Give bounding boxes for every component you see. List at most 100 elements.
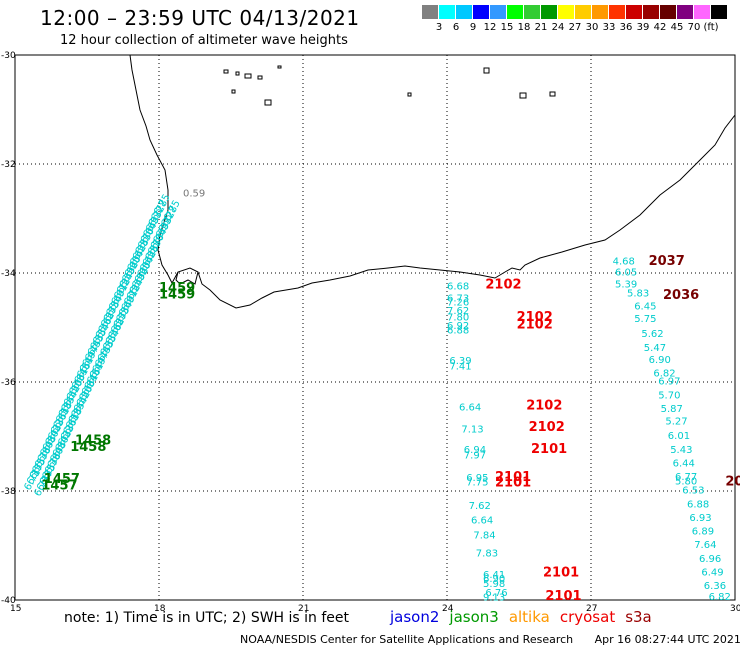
island xyxy=(223,69,229,74)
wave-height-label: 6.01 xyxy=(668,431,690,442)
color-swatch xyxy=(711,5,728,19)
pass-time-label: 2037 xyxy=(649,254,685,269)
wave-height-label: 6.76 xyxy=(485,588,507,599)
wave-height-label: 5.70 xyxy=(658,390,680,401)
color-scale-label: 27 xyxy=(568,22,582,33)
pass-time-label: 2036 xyxy=(663,288,699,303)
wave-height-label: 6.41 xyxy=(483,570,505,581)
island xyxy=(483,67,490,74)
pass-time-label: 1458 xyxy=(75,434,111,449)
wave-height-label: 7.80 xyxy=(447,312,469,323)
color-swatch xyxy=(490,5,507,19)
lon-label: 30 xyxy=(730,604,740,614)
color-swatch xyxy=(609,5,626,19)
lon-label: 24 xyxy=(442,604,454,614)
wave-height-label: 5.39 xyxy=(615,280,637,291)
lat-label: -36 xyxy=(1,378,16,388)
wave-height-label: 6.82 xyxy=(653,369,675,380)
map-frame xyxy=(14,54,736,601)
wave-height-label: 5.27 xyxy=(665,417,687,428)
wave-height-label: 6.94 xyxy=(464,445,486,456)
lon-label: 18 xyxy=(154,604,166,614)
color-swatch xyxy=(592,5,609,19)
pass-time-label: 2101 xyxy=(543,566,579,581)
wave-height-label: 6.77 xyxy=(675,472,697,483)
footer-center: NOAA/NESDIS Center for Satellite Applica… xyxy=(240,633,574,646)
color-swatch xyxy=(677,5,694,19)
pass-time-label: 2101 xyxy=(545,589,581,604)
wave-height-label: 6.05 xyxy=(615,268,637,279)
satellite-legend-item: jason2 xyxy=(390,608,440,626)
color-scale-label: 30 xyxy=(585,22,599,33)
island xyxy=(549,91,556,97)
lon-label: 21 xyxy=(298,604,309,614)
wave-height-label: 7.13 xyxy=(461,425,483,436)
pass-time-label: 1457 xyxy=(44,472,80,487)
wave-height-label: 6.73 xyxy=(447,293,469,304)
satellite-legend-item: s3a xyxy=(625,608,652,626)
wave-height-label: 6.53 xyxy=(682,486,704,497)
wave-height-label: 5.98 xyxy=(483,579,505,590)
color-swatch xyxy=(524,5,541,19)
color-scale-label: 21 xyxy=(534,22,548,33)
wave-height-label: 6.64 xyxy=(459,402,481,413)
wave-height-label: 6.90 xyxy=(649,355,671,366)
pass-time-label: 2102 xyxy=(529,420,565,435)
wave-height-label: 0.59 xyxy=(183,189,205,200)
color-scale-label: 15 xyxy=(500,22,514,33)
wave-height-label: 5.62 xyxy=(641,329,663,340)
wave-height-label: 7.97 xyxy=(464,450,486,461)
island xyxy=(257,75,263,80)
pass-time-label: 1459 xyxy=(159,281,195,296)
wave-height-label: 7.62 xyxy=(469,501,491,512)
color-swatch xyxy=(558,5,575,19)
wave-height-label: 7.84 xyxy=(473,530,495,541)
wave-height-label: 6.89 xyxy=(692,527,714,538)
color-swatch xyxy=(456,5,473,19)
wave-height-label: 4.68 xyxy=(613,256,635,267)
wave-height-label: 6.96 xyxy=(699,554,721,565)
wave-height-label: 5.87 xyxy=(661,404,683,415)
wave-height-label: 7.75 xyxy=(466,478,488,489)
wave-height-label: 7.64 xyxy=(694,540,716,551)
wave-height-label: 6.44 xyxy=(673,458,695,469)
satellite-legend-item: altika xyxy=(508,608,550,626)
color-swatch xyxy=(660,5,677,19)
color-swatch xyxy=(541,5,558,19)
color-swatch xyxy=(643,5,660,19)
color-scale-label: 12 xyxy=(483,22,497,33)
wave-height-label: 5.80 xyxy=(675,476,697,487)
wave-height-label: 6.64 xyxy=(471,516,493,527)
color-scale-label: 36 xyxy=(619,22,633,33)
wave-height-label: 5.47 xyxy=(644,343,666,354)
wave-height-label: 6.95 xyxy=(466,473,488,484)
island xyxy=(277,65,282,69)
island xyxy=(235,71,240,76)
islands xyxy=(223,65,556,106)
color-scale-label: 33 xyxy=(602,22,616,33)
color-swatch xyxy=(575,5,592,19)
pass-time-label: 2101 xyxy=(495,476,531,491)
coastline-west xyxy=(129,54,736,309)
island xyxy=(407,92,412,97)
wave-height-label: 6.39 xyxy=(449,356,471,367)
pass-time-label: 1458 xyxy=(70,440,106,455)
island xyxy=(264,99,272,106)
pass-time-label: 2102 xyxy=(485,277,521,292)
wave-height-label: 5.75 xyxy=(634,314,656,325)
wave-height-label: 6.92 xyxy=(447,321,469,332)
color-swatch xyxy=(507,5,524,19)
wave-height-label: 6.68 xyxy=(447,281,469,292)
wave-height-label: 6.36 xyxy=(704,581,726,592)
wave-height-label: 6.82 xyxy=(709,592,731,603)
pass-time-label: 2035 xyxy=(725,475,740,490)
pass-time-label: 2102 xyxy=(526,398,562,413)
wave-height-label: 7.41 xyxy=(449,361,471,372)
color-scale-label: 24 xyxy=(551,22,565,33)
wave-height-label: 6.93 xyxy=(689,513,711,524)
wave-height-label: 7.83 xyxy=(476,548,498,559)
pass-time-label: 1459 xyxy=(159,288,195,303)
color-scale-label: 9 xyxy=(469,22,477,33)
